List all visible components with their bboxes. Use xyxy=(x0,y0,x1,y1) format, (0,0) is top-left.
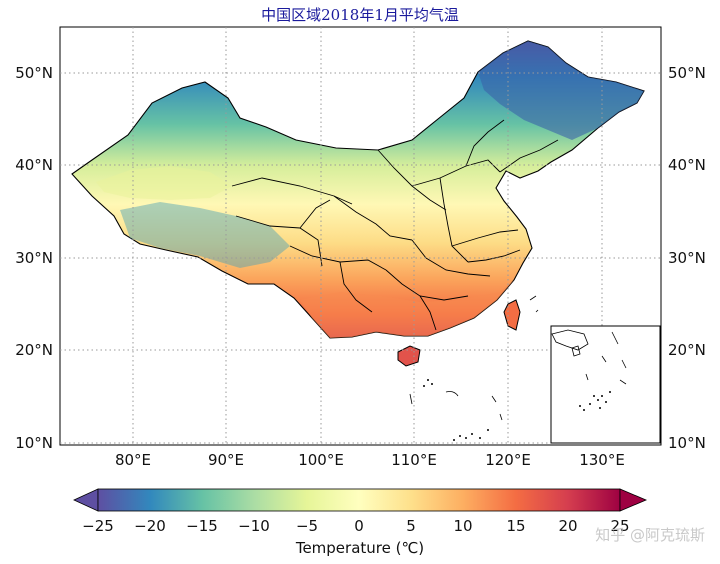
south-china-sea-inset xyxy=(550,325,661,444)
lat-label-right: 20°N xyxy=(668,341,706,359)
taiwan-island xyxy=(503,299,521,331)
colorbar: −25 −20 −15 −10 −5 0 5 10 15 20 25 Tempe… xyxy=(73,488,648,557)
china-temperature-field xyxy=(71,40,645,441)
province-boundaries xyxy=(231,119,559,331)
tarim-basin-zone xyxy=(96,166,232,200)
northeast-cold-zone xyxy=(478,41,644,140)
lat-label-left: 20°N xyxy=(15,341,53,359)
lon-label: 130°E xyxy=(579,451,625,469)
colorbar-tick-label: 15 xyxy=(506,517,525,535)
colorbar-tick-label: 5 xyxy=(406,517,416,535)
south-warm-zone xyxy=(300,280,514,338)
lon-label: 90°E xyxy=(208,451,244,469)
lat-label-right: 10°N xyxy=(668,434,706,452)
lon-label: 120°E xyxy=(485,451,531,469)
lon-labels: 80°E 90°E 100°E 110°E 120°E 130°E xyxy=(115,451,625,469)
lat-label-right: 30°N xyxy=(668,249,706,267)
colorbar-tick-label: −25 xyxy=(82,517,114,535)
lat-label-left: 10°N xyxy=(15,434,53,452)
colorbar-label: Temperature (℃) xyxy=(295,539,424,557)
china-landmass xyxy=(71,40,645,339)
colorbar-tick-label: −15 xyxy=(186,517,218,535)
lat-label-left: 40°N xyxy=(15,156,53,174)
lon-label: 100°E xyxy=(298,451,344,469)
colorbar-body xyxy=(97,488,621,512)
south-sea-islands xyxy=(409,295,539,441)
lon-label: 110°E xyxy=(391,451,437,469)
colorbar-tick-label: 20 xyxy=(558,517,577,535)
watermark: 知乎 @阿克琉斯 xyxy=(595,526,705,544)
colorbar-tick-label: 0 xyxy=(354,517,364,535)
lat-labels-left: 50°N 40°N 30°N 20°N 10°N xyxy=(15,64,53,452)
colorbar-tick-label: −10 xyxy=(238,517,270,535)
lon-label: 80°E xyxy=(115,451,151,469)
colorbar-tick-label: 10 xyxy=(453,517,472,535)
lat-label-left: 30°N xyxy=(15,249,53,267)
lat-label-right: 50°N xyxy=(668,64,706,82)
tibet-cold-zone xyxy=(120,202,290,268)
colorbar-tick-label: −20 xyxy=(134,517,166,535)
lat-labels-right: 50°N 40°N 30°N 20°N 10°N xyxy=(668,64,706,452)
colorbar-extend-low xyxy=(73,488,99,512)
map-title: 中国区域2018年1月平均气温 xyxy=(261,6,459,24)
lat-label-left: 50°N xyxy=(15,64,53,82)
colorbar-tick-label: 25 xyxy=(610,517,629,535)
colorbar-tick-label: −5 xyxy=(296,517,318,535)
lat-label-right: 40°N xyxy=(668,156,706,174)
colorbar-extend-high xyxy=(619,488,648,512)
colorbar-ticks: −25 −20 −15 −10 −5 0 5 10 15 20 25 xyxy=(82,517,629,535)
